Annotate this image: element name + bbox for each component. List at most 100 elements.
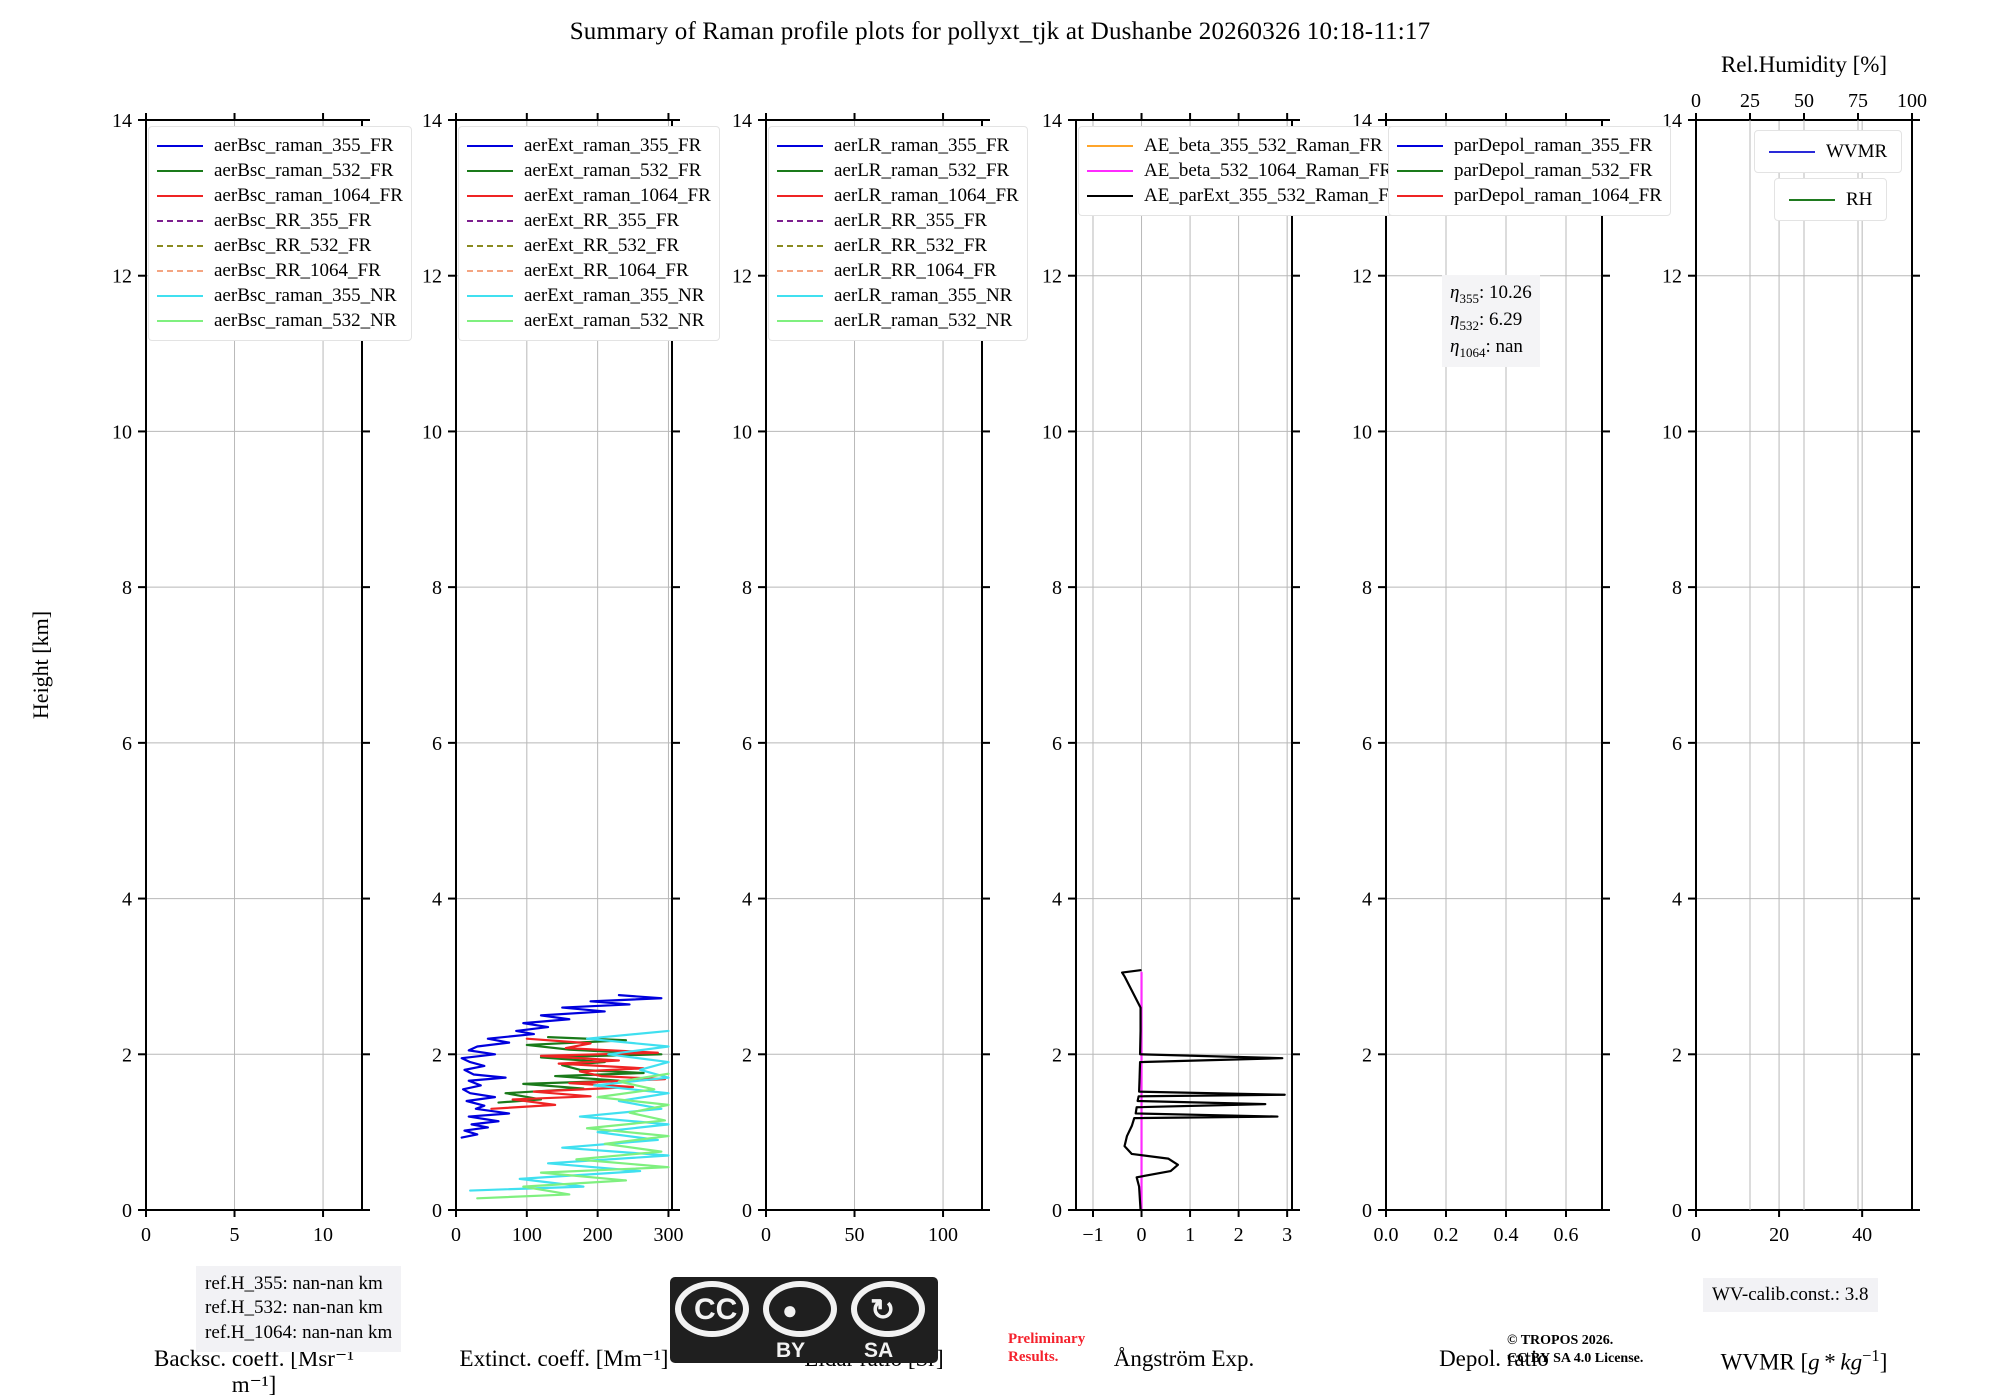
series-line-AE_parExt_355_532_Raman_FR: [1121, 969, 1286, 1212]
cc-label: CC: [694, 1293, 738, 1326]
tropos-line-1: © TROPOS 2026.: [1507, 1333, 1614, 1348]
legend-item-label: aerExt_RR_1064_FR: [524, 260, 689, 281]
y-tick-label: 12: [422, 266, 442, 288]
legend-color-swatch: [467, 169, 513, 172]
legend-backscatter[interactable]: aerBsc_raman_355_FR aerBsc_raman_532_FR ae…: [148, 126, 412, 341]
y-tick-label: 8: [1672, 577, 1682, 599]
top-axis-label-wvmr: Rel.Humidity [%]: [1720, 52, 1888, 77]
legend-color-swatch: [1087, 144, 1133, 147]
y-tick-label: 2: [432, 1044, 442, 1066]
y-tick-label: 8: [432, 577, 442, 599]
legend-item[interactable]: aerLR_RR_355_FR: [777, 208, 1019, 233]
legend-item[interactable]: aerLR_raman_355_NR: [777, 283, 1019, 308]
cc-license-badge: CC ● ↻ BY SA: [670, 1277, 938, 1363]
y-tick-label: 2: [1362, 1044, 1372, 1066]
legend-wvmr-secondary[interactable]: RH: [1774, 178, 1888, 221]
ref-height-532: ref.H_532: nan-nan km: [205, 1297, 383, 1319]
legend-color-swatch: [467, 144, 513, 147]
legend-item[interactable]: aerLR_raman_355_FR: [777, 133, 1019, 158]
legend-item[interactable]: aerExt_raman_1064_FR: [467, 183, 711, 208]
eta-annotation: η355: 10.26 η532: 6.29 η1064: nan: [1442, 275, 1540, 367]
legend-item-label: aerBsc_raman_1064_FR: [214, 185, 403, 206]
legend-item[interactable]: aerBsc_RR_1064_FR: [157, 258, 403, 283]
plot-panel-extinction: 0 100 200 300 0 2 4 6 8 10 12 14 Extinct. coeff. [Mm…: [422, 110, 720, 1371]
legend-item[interactable]: aerExt_RR_355_FR: [467, 208, 711, 233]
x-axis-label-extinction: Extinct. coeff. [Mm⁻¹]: [459, 1346, 669, 1371]
legend-item[interactable]: parDepol_raman_355_FR: [1397, 133, 1662, 158]
x-tick-label: 0.2: [1434, 1224, 1459, 1246]
legend-item[interactable]: aerExt_RR_1064_FR: [467, 258, 711, 283]
axes-backscatter: 0 5 10 0 2 4 6 8 10 12 14: [112, 110, 370, 1246]
eta-value-355: η355: 10.26: [1450, 282, 1532, 306]
plot-panel-wvmr: 0 20 40 0 25 50 75 100 0 2 4 6 8 10 12 14 WVMR [g * kg−1…: [1662, 52, 1927, 1375]
sa-text-label: SA: [864, 1339, 894, 1362]
legend-item[interactable]: aerExt_raman_355_NR: [467, 283, 711, 308]
legend-color-swatch: [157, 194, 203, 197]
legend-item[interactable]: WVMR: [1769, 139, 1887, 164]
legend-color-swatch: [467, 319, 513, 322]
series-line-aerExt_raman_532_NR: [476, 1072, 670, 1200]
series-line-aerExt_raman_355_NR: [469, 1029, 670, 1192]
legend-lidar-ratio[interactable]: aerLR_raman_355_FR aerLR_raman_532_FR aerL…: [768, 126, 1028, 341]
legend-item[interactable]: AE_parExt_355_532_Raman_FR: [1087, 183, 1402, 208]
legend-wvmr[interactable]: WVMR: [1754, 130, 1903, 173]
legend-item[interactable]: aerLR_raman_532_NR: [777, 308, 1019, 333]
legend-item-label: aerExt_raman_355_NR: [524, 285, 705, 306]
legend-item[interactable]: aerExt_raman_355_FR: [467, 133, 711, 158]
legend-item[interactable]: aerExt_raman_532_NR: [467, 308, 711, 333]
legend-item-label: aerExt_RR_532_FR: [524, 235, 680, 256]
plot-panel-backscatter: 0 5 10 0 2 4 6 8 10 12 14 Backsc. coeff. [Msr⁻¹ m⁻¹…: [28, 110, 412, 1397]
y-tick-label: 0: [432, 1200, 442, 1222]
x-tick-label: 20: [1769, 1224, 1789, 1246]
x-tick-label: 5: [230, 1224, 240, 1246]
legend-item[interactable]: aerExt_RR_532_FR: [467, 233, 711, 258]
legend-item[interactable]: aerExt_raman_532_FR: [467, 158, 711, 183]
legend-item[interactable]: aerLR_raman_532_FR: [777, 158, 1019, 183]
y-tick-label: 14: [732, 110, 752, 132]
legend-color-swatch: [157, 169, 203, 172]
legend-angstrom[interactable]: AE_beta_355_532_Raman_FR AE_beta_532_1064…: [1078, 126, 1411, 216]
legend-item[interactable]: AE_beta_355_532_Raman_FR: [1087, 133, 1402, 158]
x-tick-label: 1: [1185, 1224, 1195, 1246]
legend-depol-ratio[interactable]: parDepol_raman_355_FR parDepol_raman_532_…: [1388, 126, 1671, 216]
series-line-aerExt_raman_1064_FR: [490, 1037, 667, 1110]
y-tick-label: 6: [1362, 733, 1372, 755]
legend-item-label: aerBsc_RR_532_FR: [214, 235, 372, 256]
legend-item-label: parDepol_raman_532_FR: [1454, 160, 1653, 181]
legend-item-label: parDepol_raman_1064_FR: [1454, 185, 1662, 206]
y-tick-label: 8: [1362, 577, 1372, 599]
y-tick-label: 2: [742, 1044, 752, 1066]
legend-item[interactable]: RH: [1789, 187, 1872, 212]
legend-item-label: aerLR_raman_532_FR: [834, 160, 1010, 181]
legend-item[interactable]: aerLR_raman_1064_FR: [777, 183, 1019, 208]
legend-item[interactable]: aerLR_RR_1064_FR: [777, 258, 1019, 283]
y-tick-label: 10: [732, 421, 752, 443]
legend-item[interactable]: aerBsc_raman_355_NR: [157, 283, 403, 308]
plot-panel-depol-ratio: 0.0 0.2 0.4 0.6 0 2 4 6 8 10 12 14 Depol. ratio parDe…: [1352, 110, 1671, 1371]
legend-item[interactable]: parDepol_raman_1064_FR: [1397, 183, 1662, 208]
legend-item[interactable]: aerBsc_raman_532_FR: [157, 158, 403, 183]
legend-item-label: aerLR_RR_1064_FR: [834, 260, 997, 281]
legend-item[interactable]: aerBsc_raman_532_NR: [157, 308, 403, 333]
legend-item[interactable]: aerBsc_RR_355_FR: [157, 208, 403, 233]
legend-item[interactable]: aerLR_RR_532_FR: [777, 233, 1019, 258]
legend-item[interactable]: aerBsc_raman_1064_FR: [157, 183, 403, 208]
legend-color-swatch: [777, 194, 823, 197]
legend-item[interactable]: parDepol_raman_532_FR: [1397, 158, 1662, 183]
legend-item[interactable]: aerBsc_raman_355_FR: [157, 133, 403, 158]
preliminary-line-1: Preliminary: [1008, 1331, 1086, 1347]
legend-item[interactable]: AE_beta_532_1064_Raman_FR: [1087, 158, 1402, 183]
x-tick-label: 50: [845, 1224, 865, 1246]
x-tick-label: 10: [313, 1224, 333, 1246]
x-axis-label-backscatter: Backsc. coeff. [Msr⁻¹ m⁻¹]: [154, 1346, 354, 1397]
by-person-icon: ●: [782, 1295, 798, 1325]
top-tick-label: 25: [1740, 90, 1760, 112]
legend-color-swatch: [1397, 194, 1443, 197]
legend-item[interactable]: aerBsc_RR_532_FR: [157, 233, 403, 258]
x-tick-label: 0: [1137, 1224, 1147, 1246]
y-tick-label: 0: [742, 1200, 752, 1222]
x-axis-label-wvmr: WVMR [g * kg−1]: [1720, 1346, 1888, 1375]
legend-extinction[interactable]: aerExt_raman_355_FR aerExt_raman_532_FR ae…: [458, 126, 720, 341]
legend-item-label: WVMR: [1826, 141, 1888, 162]
y-tick-label: 6: [742, 733, 752, 755]
